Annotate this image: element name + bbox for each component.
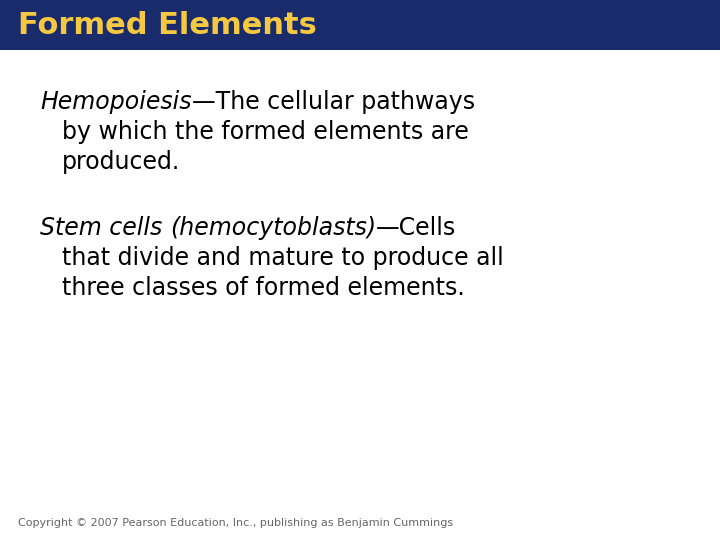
Text: by which the formed elements are: by which the formed elements are bbox=[62, 120, 469, 144]
Text: Stem cells: Stem cells bbox=[40, 216, 170, 240]
Text: Hemopoiesis: Hemopoiesis bbox=[40, 90, 192, 114]
Text: produced.: produced. bbox=[62, 150, 180, 174]
Text: —Cells: —Cells bbox=[376, 216, 456, 240]
Text: three classes of formed elements.: three classes of formed elements. bbox=[62, 276, 464, 300]
Text: that divide and mature to produce all: that divide and mature to produce all bbox=[62, 246, 504, 270]
Text: Formed Elements: Formed Elements bbox=[18, 10, 317, 39]
Bar bbox=[0, 0, 720, 50]
Text: Copyright © 2007 Pearson Education, Inc., publishing as Benjamin Cummings: Copyright © 2007 Pearson Education, Inc.… bbox=[18, 518, 453, 528]
Text: (hemocytoblasts): (hemocytoblasts) bbox=[170, 216, 376, 240]
Text: —The cellular pathways: —The cellular pathways bbox=[192, 90, 474, 114]
